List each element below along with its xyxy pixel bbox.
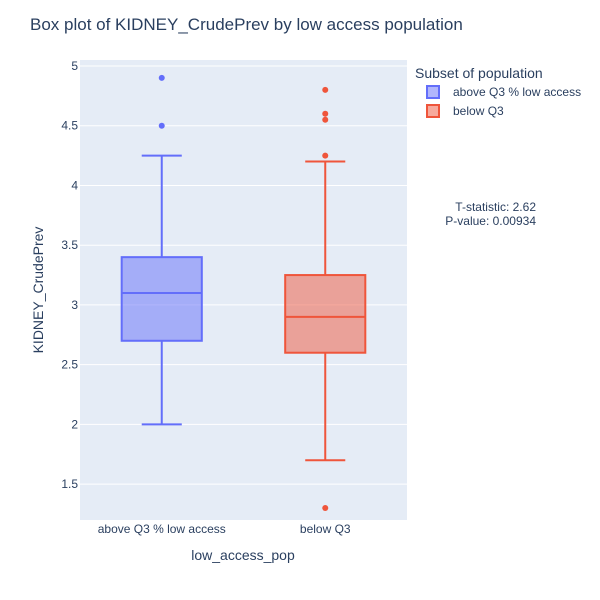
legend-label: above Q3 % low access (453, 85, 581, 99)
box-iqr (120, 256, 203, 342)
legend-swatch (426, 85, 440, 99)
outlier-point (158, 74, 165, 81)
y-tick-label: 2 (71, 417, 78, 431)
outlier-point (322, 505, 329, 512)
legend-item-1[interactable]: below Q3 (426, 104, 504, 118)
t-statistic-label: T-statistic: 2.62 (455, 200, 536, 214)
x-tick-label: above Q3 % low access (98, 522, 226, 536)
legend-item-0[interactable]: above Q3 % low access (426, 85, 581, 99)
chart-title: Box plot of KIDNEY_CrudePrev by low acce… (30, 15, 463, 34)
box-iqr (284, 274, 367, 354)
legend-label: below Q3 (453, 104, 504, 118)
y-tick-label: 2.5 (61, 358, 78, 372)
outlier-point (322, 116, 329, 123)
legend[interactable]: Subset of population above Q3 % low acce… (415, 65, 581, 118)
y-axis-title: KIDNEY_CrudePrev (30, 227, 46, 354)
outlier-point (322, 152, 329, 159)
y-tick-label: 3.5 (61, 238, 78, 252)
x-tick-label: below Q3 (300, 522, 351, 536)
p-value-label: P-value: 0.00934 (445, 214, 536, 228)
x-tick-labels: above Q3 % low access below Q3 (98, 522, 351, 536)
y-tick-label: 4 (71, 178, 78, 192)
outlier-point (322, 110, 329, 117)
x-axis-title: low_access_pop (191, 547, 295, 563)
y-tick-label: 4.5 (61, 119, 78, 133)
box-1[interactable] (284, 86, 367, 512)
box-0[interactable] (120, 74, 203, 426)
legend-title: Subset of population (415, 65, 543, 81)
y-tick-labels: 1.5 2 2.5 3 3.5 4 4.5 5 (61, 59, 78, 491)
y-tick-label: 1.5 (61, 477, 78, 491)
legend-swatch (426, 104, 440, 118)
boxes (120, 74, 367, 512)
stats-annotation: T-statistic: 2.62 P-value: 0.00934 (445, 200, 536, 228)
outlier-point (158, 122, 165, 129)
y-tick-label: 5 (71, 59, 78, 73)
outlier-point (322, 86, 329, 93)
y-tick-label: 3 (71, 298, 78, 312)
